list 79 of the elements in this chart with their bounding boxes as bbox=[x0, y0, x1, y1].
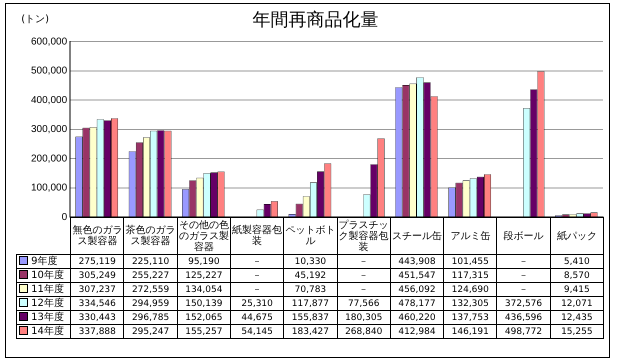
y-tick-label: 0 bbox=[62, 212, 68, 223]
x-tick-label: 茶色のガラス製容器 bbox=[124, 218, 178, 254]
y-tick-label: 400,000 bbox=[30, 94, 68, 106]
y-tick-label: 600,000 bbox=[30, 36, 68, 48]
x-tick-label: ペットボトル bbox=[284, 218, 338, 254]
y-tick-label: 300,000 bbox=[30, 124, 68, 136]
y-tick-label: 200,000 bbox=[30, 153, 68, 164]
data-label: 25,310 bbox=[230, 296, 284, 310]
chart-title: 年間再商品化量 bbox=[252, 9, 378, 30]
data-label: 155,257 bbox=[177, 324, 230, 338]
text: － bbox=[359, 256, 368, 266]
data-label: 137,753 bbox=[444, 310, 497, 324]
text: － bbox=[252, 284, 262, 294]
data-label: 412,984 bbox=[390, 324, 444, 338]
data-label: 5,410 bbox=[550, 254, 604, 268]
data-label: 443,908 bbox=[390, 254, 444, 268]
data-label: 275,119 bbox=[70, 254, 124, 268]
data-label: 372,576 bbox=[496, 296, 550, 310]
data-label: 12,435 bbox=[550, 310, 604, 324]
data-label: 183,427 bbox=[284, 324, 338, 338]
data-label: 44,675 bbox=[230, 310, 284, 324]
y-tick-label: 500,000 bbox=[30, 66, 68, 77]
text: － bbox=[359, 284, 368, 294]
data-label: 70,783 bbox=[284, 282, 338, 296]
text: － bbox=[519, 284, 528, 294]
data-label: 460,220 bbox=[390, 310, 444, 324]
data-label: 8,570 bbox=[550, 268, 604, 282]
data-label: 268,840 bbox=[337, 324, 390, 338]
x-tick-label: 無色のガラス製容器 bbox=[70, 218, 124, 254]
data-label: 125,227 bbox=[177, 268, 230, 282]
text: － bbox=[359, 270, 368, 280]
data-label: 330,443 bbox=[70, 310, 124, 324]
data-label: 152,065 bbox=[177, 310, 230, 324]
x-tick-label: 紙パック bbox=[550, 218, 604, 254]
data-label: 10,330 bbox=[284, 254, 338, 268]
x-tick-label: アルミ缶 bbox=[444, 218, 497, 254]
data-label: 132,305 bbox=[444, 296, 497, 310]
data-label: 451,547 bbox=[390, 268, 444, 282]
data-label: 456,092 bbox=[390, 282, 444, 296]
data-label: 255,227 bbox=[124, 268, 178, 282]
text: － bbox=[519, 270, 528, 280]
data-label: 294,959 bbox=[124, 296, 178, 310]
data-label: 478,177 bbox=[390, 296, 444, 310]
data-label: 101,455 bbox=[444, 254, 497, 268]
data-label: 134,054 bbox=[177, 282, 230, 296]
text: － bbox=[252, 270, 262, 280]
y-tick-label: 100,000 bbox=[30, 182, 68, 194]
x-tick-label: 段ボール bbox=[496, 218, 550, 254]
data-label: 146,191 bbox=[444, 324, 497, 338]
data-label: 498,772 bbox=[496, 324, 550, 338]
data-label: 95,190 bbox=[177, 254, 230, 268]
x-tick-label: その他の色のガラス製容器 bbox=[177, 218, 230, 254]
data-label: 307,237 bbox=[70, 282, 124, 296]
data-label: 77,566 bbox=[337, 296, 390, 310]
y-axis-title: (トン) bbox=[21, 14, 50, 25]
data-label: 15,255 bbox=[550, 324, 604, 338]
data-label: 337,888 bbox=[70, 324, 124, 338]
data-label: 225,110 bbox=[124, 254, 178, 268]
x-tick-label: 紙製容器包装 bbox=[230, 218, 284, 254]
x-tick-label: プラスチック製容器包装 bbox=[337, 218, 390, 254]
text: － bbox=[519, 256, 528, 266]
data-label: 150,139 bbox=[177, 296, 230, 310]
data-label: 272,559 bbox=[124, 282, 178, 296]
data-label: 155,837 bbox=[284, 310, 338, 324]
data-label: 45,192 bbox=[284, 268, 338, 282]
data-label: 436,596 bbox=[496, 310, 550, 324]
data-label: 117,877 bbox=[284, 296, 338, 310]
data-label: 9,415 bbox=[550, 282, 604, 296]
data-label: 295,247 bbox=[124, 324, 178, 338]
data-label: 124,690 bbox=[444, 282, 497, 296]
x-tick-label: スチール缶 bbox=[390, 218, 444, 254]
data-label: 334,546 bbox=[70, 296, 124, 310]
data-label: 305,249 bbox=[70, 268, 124, 282]
data-label: 296,785 bbox=[124, 310, 178, 324]
text: － bbox=[252, 256, 262, 266]
data-label: 117,315 bbox=[444, 268, 497, 282]
data-label: 54,145 bbox=[230, 324, 284, 338]
data-label: 180,305 bbox=[337, 310, 390, 324]
data-label: 12,071 bbox=[550, 296, 604, 310]
